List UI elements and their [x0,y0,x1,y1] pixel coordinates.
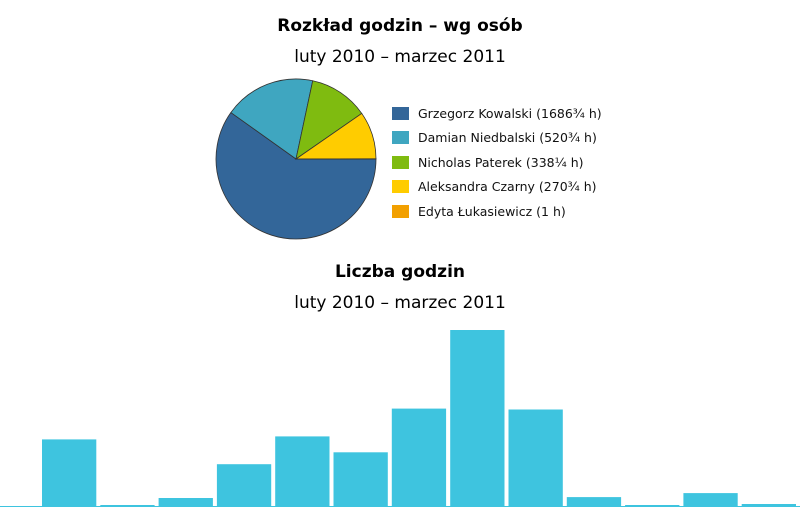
bar-chart-title: Liczba godzin [334,262,466,282]
legend-label: Grzegorz Kowalski (1686¾ h) [418,105,602,121]
pie-slice-0 [215,111,377,240]
pie-slice-2 [295,80,363,160]
legend-swatch [392,180,409,194]
legend-swatch [392,204,409,218]
legend-item: Grzegorz Kowalski (1686¾ h) [392,101,602,126]
legend-label: Damian Niedbalski (520¾ h) [418,130,597,146]
bar-4 [275,436,330,506]
legend-swatch [392,155,409,169]
legend-item: Edyta Łukasiewicz (1 h) [392,199,602,224]
bar-11 [683,493,738,506]
legend-label: Nicholas Paterek (338¼ h) [418,154,584,170]
bar-9 [566,497,622,506]
bar-chart [0,330,800,507]
legend-label: Aleksandra Czarny (270¾ h) [418,179,597,195]
legend-swatch [392,106,409,120]
bar-6 [391,408,447,506]
bar-2 [158,498,213,506]
pie-legend: Grzegorz Kowalski (1686¾ h) Damian Niedb… [392,101,602,224]
pie-chart-title: Rozkład godzin – wg osób [277,16,523,36]
legend-swatch [392,131,409,145]
pie-chart [215,78,377,240]
bar-0 [42,439,97,506]
pie-chart-subtitle: luty 2010 – marzec 2011 [294,47,506,67]
bar-1 [100,505,155,506]
bar-12 [741,504,796,506]
bar-5 [333,452,388,506]
bar-8 [508,409,563,506]
legend-label: Edyta Łukasiewicz (1 h) [418,203,566,219]
legend-item: Damian Niedbalski (520¾ h) [392,126,602,151]
bar-3 [216,464,272,506]
bar-7 [450,330,505,506]
bar-chart-subtitle: luty 2010 – marzec 2011 [294,293,506,313]
legend-item: Aleksandra Czarny (270¾ h) [392,175,602,200]
bar-10 [625,505,680,506]
pie-slice-1 [230,78,314,160]
legend-item: Nicholas Paterek (338¼ h) [392,150,602,175]
